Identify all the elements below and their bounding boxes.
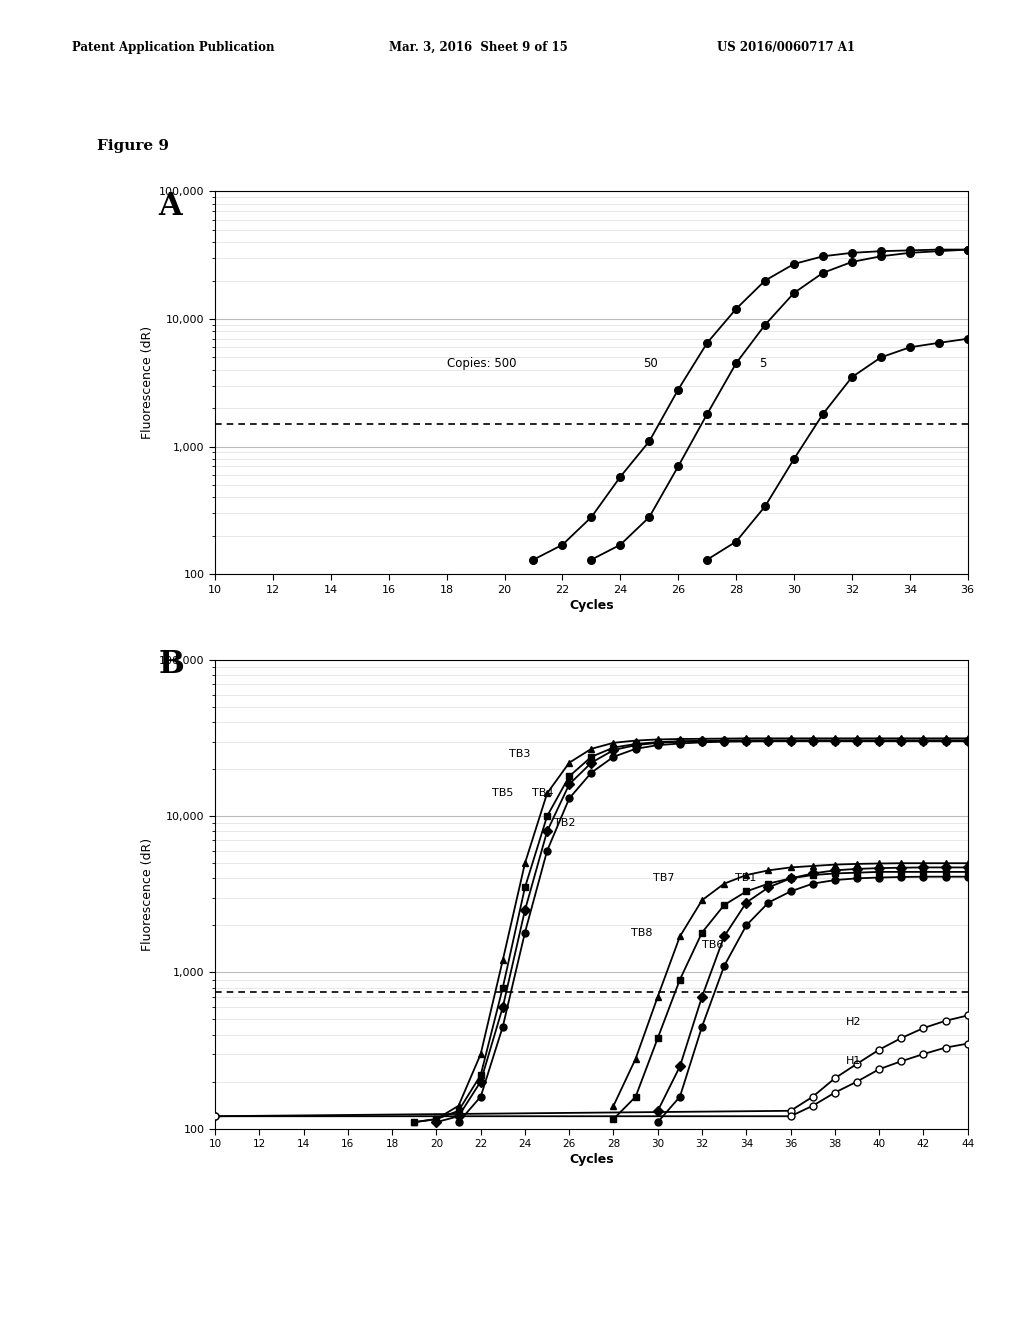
- Y-axis label: Fluorescence (dR): Fluorescence (dR): [140, 326, 154, 440]
- X-axis label: Cycles: Cycles: [569, 1154, 613, 1166]
- Text: TB7: TB7: [653, 874, 675, 883]
- Text: TB3: TB3: [510, 748, 530, 759]
- Text: Mar. 3, 2016  Sheet 9 of 15: Mar. 3, 2016 Sheet 9 of 15: [389, 41, 568, 54]
- Text: A: A: [159, 191, 182, 222]
- Text: Patent Application Publication: Patent Application Publication: [72, 41, 274, 54]
- Text: Figure 9: Figure 9: [97, 139, 169, 153]
- Y-axis label: Fluorescence (dR): Fluorescence (dR): [140, 838, 154, 950]
- Text: TB5: TB5: [492, 788, 513, 799]
- X-axis label: Cycles: Cycles: [569, 599, 613, 611]
- Text: US 2016/0060717 A1: US 2016/0060717 A1: [717, 41, 855, 54]
- Text: TB1: TB1: [735, 874, 757, 883]
- Text: TB8: TB8: [631, 928, 652, 937]
- Text: TB6: TB6: [702, 940, 723, 950]
- Text: 50: 50: [643, 356, 658, 370]
- Text: TB2: TB2: [554, 818, 575, 829]
- Text: B: B: [159, 649, 184, 680]
- Text: 5: 5: [759, 356, 767, 370]
- Text: TB4: TB4: [531, 788, 553, 799]
- Text: Copies: 500: Copies: 500: [446, 356, 516, 370]
- Text: H2: H2: [846, 1018, 861, 1027]
- Text: H1: H1: [846, 1056, 861, 1067]
